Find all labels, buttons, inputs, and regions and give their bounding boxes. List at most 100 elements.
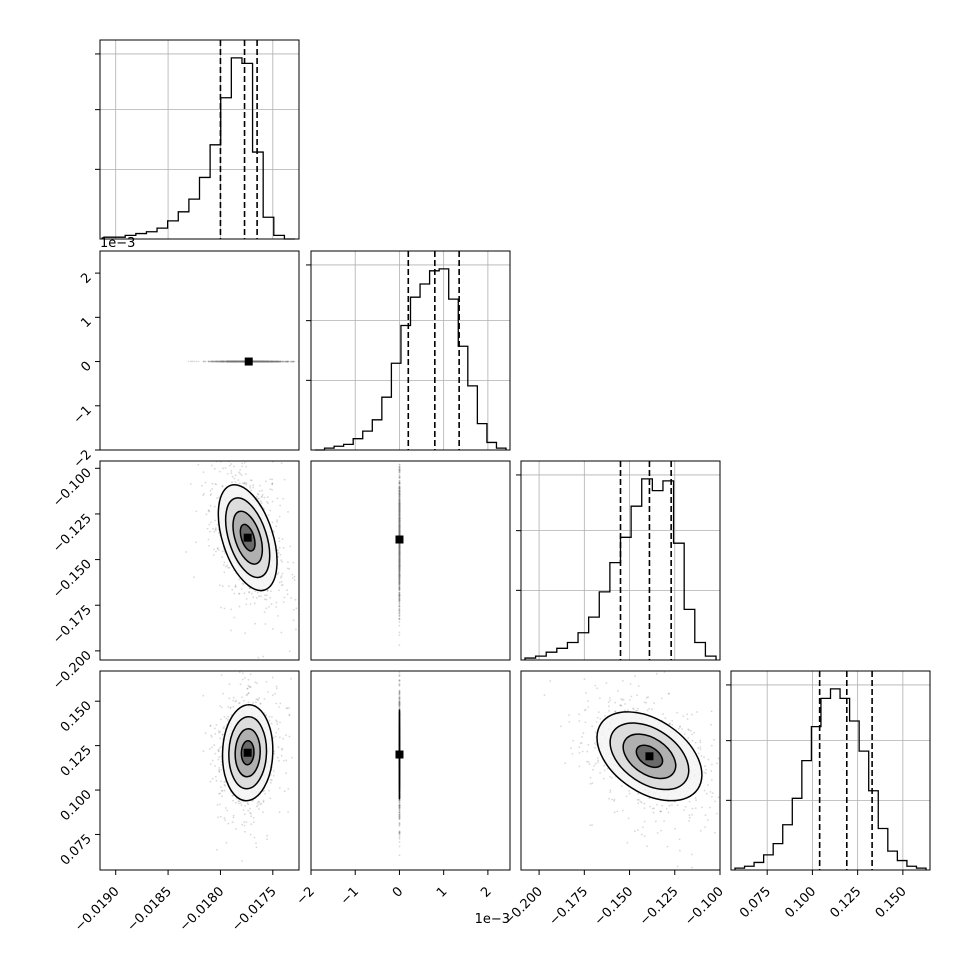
scatter-point <box>207 509 210 512</box>
scatter-point <box>236 360 239 363</box>
scatter-point <box>230 360 233 363</box>
scatter-point <box>288 650 291 653</box>
pair-panel-content <box>543 671 720 869</box>
scatter-point <box>237 360 240 363</box>
scatter-point <box>398 501 401 504</box>
scatter-point <box>398 562 401 564</box>
scatter-point <box>235 360 237 363</box>
scatter-point <box>398 563 401 565</box>
scatter-point <box>398 489 401 492</box>
scatter-point <box>245 465 248 468</box>
scatter-point <box>398 516 401 519</box>
scatter-point <box>398 552 401 555</box>
scatter-point <box>279 360 282 363</box>
scatter-point <box>398 575 401 578</box>
scatter-point <box>398 532 401 535</box>
scatter-point <box>260 595 262 598</box>
scatter-point <box>398 465 401 468</box>
scatter-point <box>398 524 401 527</box>
contour-line <box>232 510 264 565</box>
scatter-point <box>398 610 401 612</box>
scatter-point <box>252 360 255 363</box>
scatter-point <box>398 481 401 483</box>
scatter-point <box>281 360 284 363</box>
scatter-point <box>221 360 224 363</box>
scatter-point <box>231 360 234 363</box>
scatter-point <box>398 552 401 555</box>
scatter-point <box>398 813 401 815</box>
scatter-point <box>239 360 242 363</box>
scatter-point <box>259 360 262 363</box>
scatter-point <box>218 756 221 759</box>
scatter-point <box>398 707 401 710</box>
scatter-point <box>398 543 401 546</box>
scatter-point <box>244 632 247 635</box>
scatter-point <box>261 360 264 363</box>
scatter-point <box>398 586 401 589</box>
scatter-point <box>398 555 401 557</box>
scatter-point <box>268 360 270 363</box>
scatter-point <box>263 360 266 363</box>
scatter-point <box>398 804 401 806</box>
scatter-point <box>398 567 401 570</box>
scatter-point <box>398 520 401 523</box>
scatter-point <box>696 711 698 713</box>
scatter-point <box>266 360 269 363</box>
scatter-point <box>282 760 285 762</box>
scatter-point <box>231 360 234 363</box>
scatter-point <box>221 556 224 559</box>
scatter-point <box>231 360 234 363</box>
scatter-point <box>398 586 401 589</box>
scatter-point <box>207 360 210 363</box>
scatter-point <box>398 525 401 528</box>
scatter-point <box>214 528 217 531</box>
scatter-point <box>398 547 401 550</box>
scatter-point <box>398 600 401 603</box>
scatter-point <box>398 547 401 549</box>
panel-frame <box>99 670 300 871</box>
scatter-point <box>398 830 401 833</box>
scatter-point <box>398 513 401 516</box>
scatter-point <box>398 549 401 551</box>
scatter-point <box>262 360 265 363</box>
scatter-point <box>398 564 401 567</box>
scatter-point <box>258 360 260 363</box>
scatter-point <box>270 663 272 665</box>
scatter-point <box>242 360 245 363</box>
scatter-point <box>230 360 233 363</box>
scatter-point <box>398 493 401 496</box>
scatter-point <box>232 699 235 702</box>
scatter-point <box>398 547 401 549</box>
scatter-point <box>237 360 239 363</box>
scatter-point <box>279 504 281 507</box>
scatter-point <box>230 360 233 363</box>
contour-line <box>234 727 261 778</box>
scatter-point <box>398 584 401 586</box>
scatter-point <box>270 360 272 363</box>
scatter-point <box>398 526 401 529</box>
scatter-point <box>398 470 401 472</box>
scatter-point <box>398 506 401 509</box>
scatter-point <box>264 360 267 363</box>
scatter-point <box>208 360 211 363</box>
scatter-point <box>269 360 271 363</box>
scatter-point <box>260 360 262 363</box>
scatter-point <box>398 516 401 519</box>
scatter-point <box>230 360 233 363</box>
scatter-point <box>230 608 233 611</box>
scatter-point <box>398 499 401 501</box>
scatter-point <box>591 725 594 728</box>
scatter-point <box>398 594 401 596</box>
scatter-point <box>398 600 401 603</box>
scatter-point <box>710 770 713 772</box>
scatter-point <box>398 523 401 526</box>
scatter-point <box>209 360 211 363</box>
scatter-point <box>212 554 215 556</box>
scatter-point <box>254 360 257 363</box>
scatter-point <box>257 493 260 496</box>
scatter-point <box>398 534 401 536</box>
scatter-point <box>398 567 401 570</box>
scatter-point <box>398 798 401 801</box>
scatter-point <box>228 360 231 363</box>
scatter-point <box>398 563 401 566</box>
